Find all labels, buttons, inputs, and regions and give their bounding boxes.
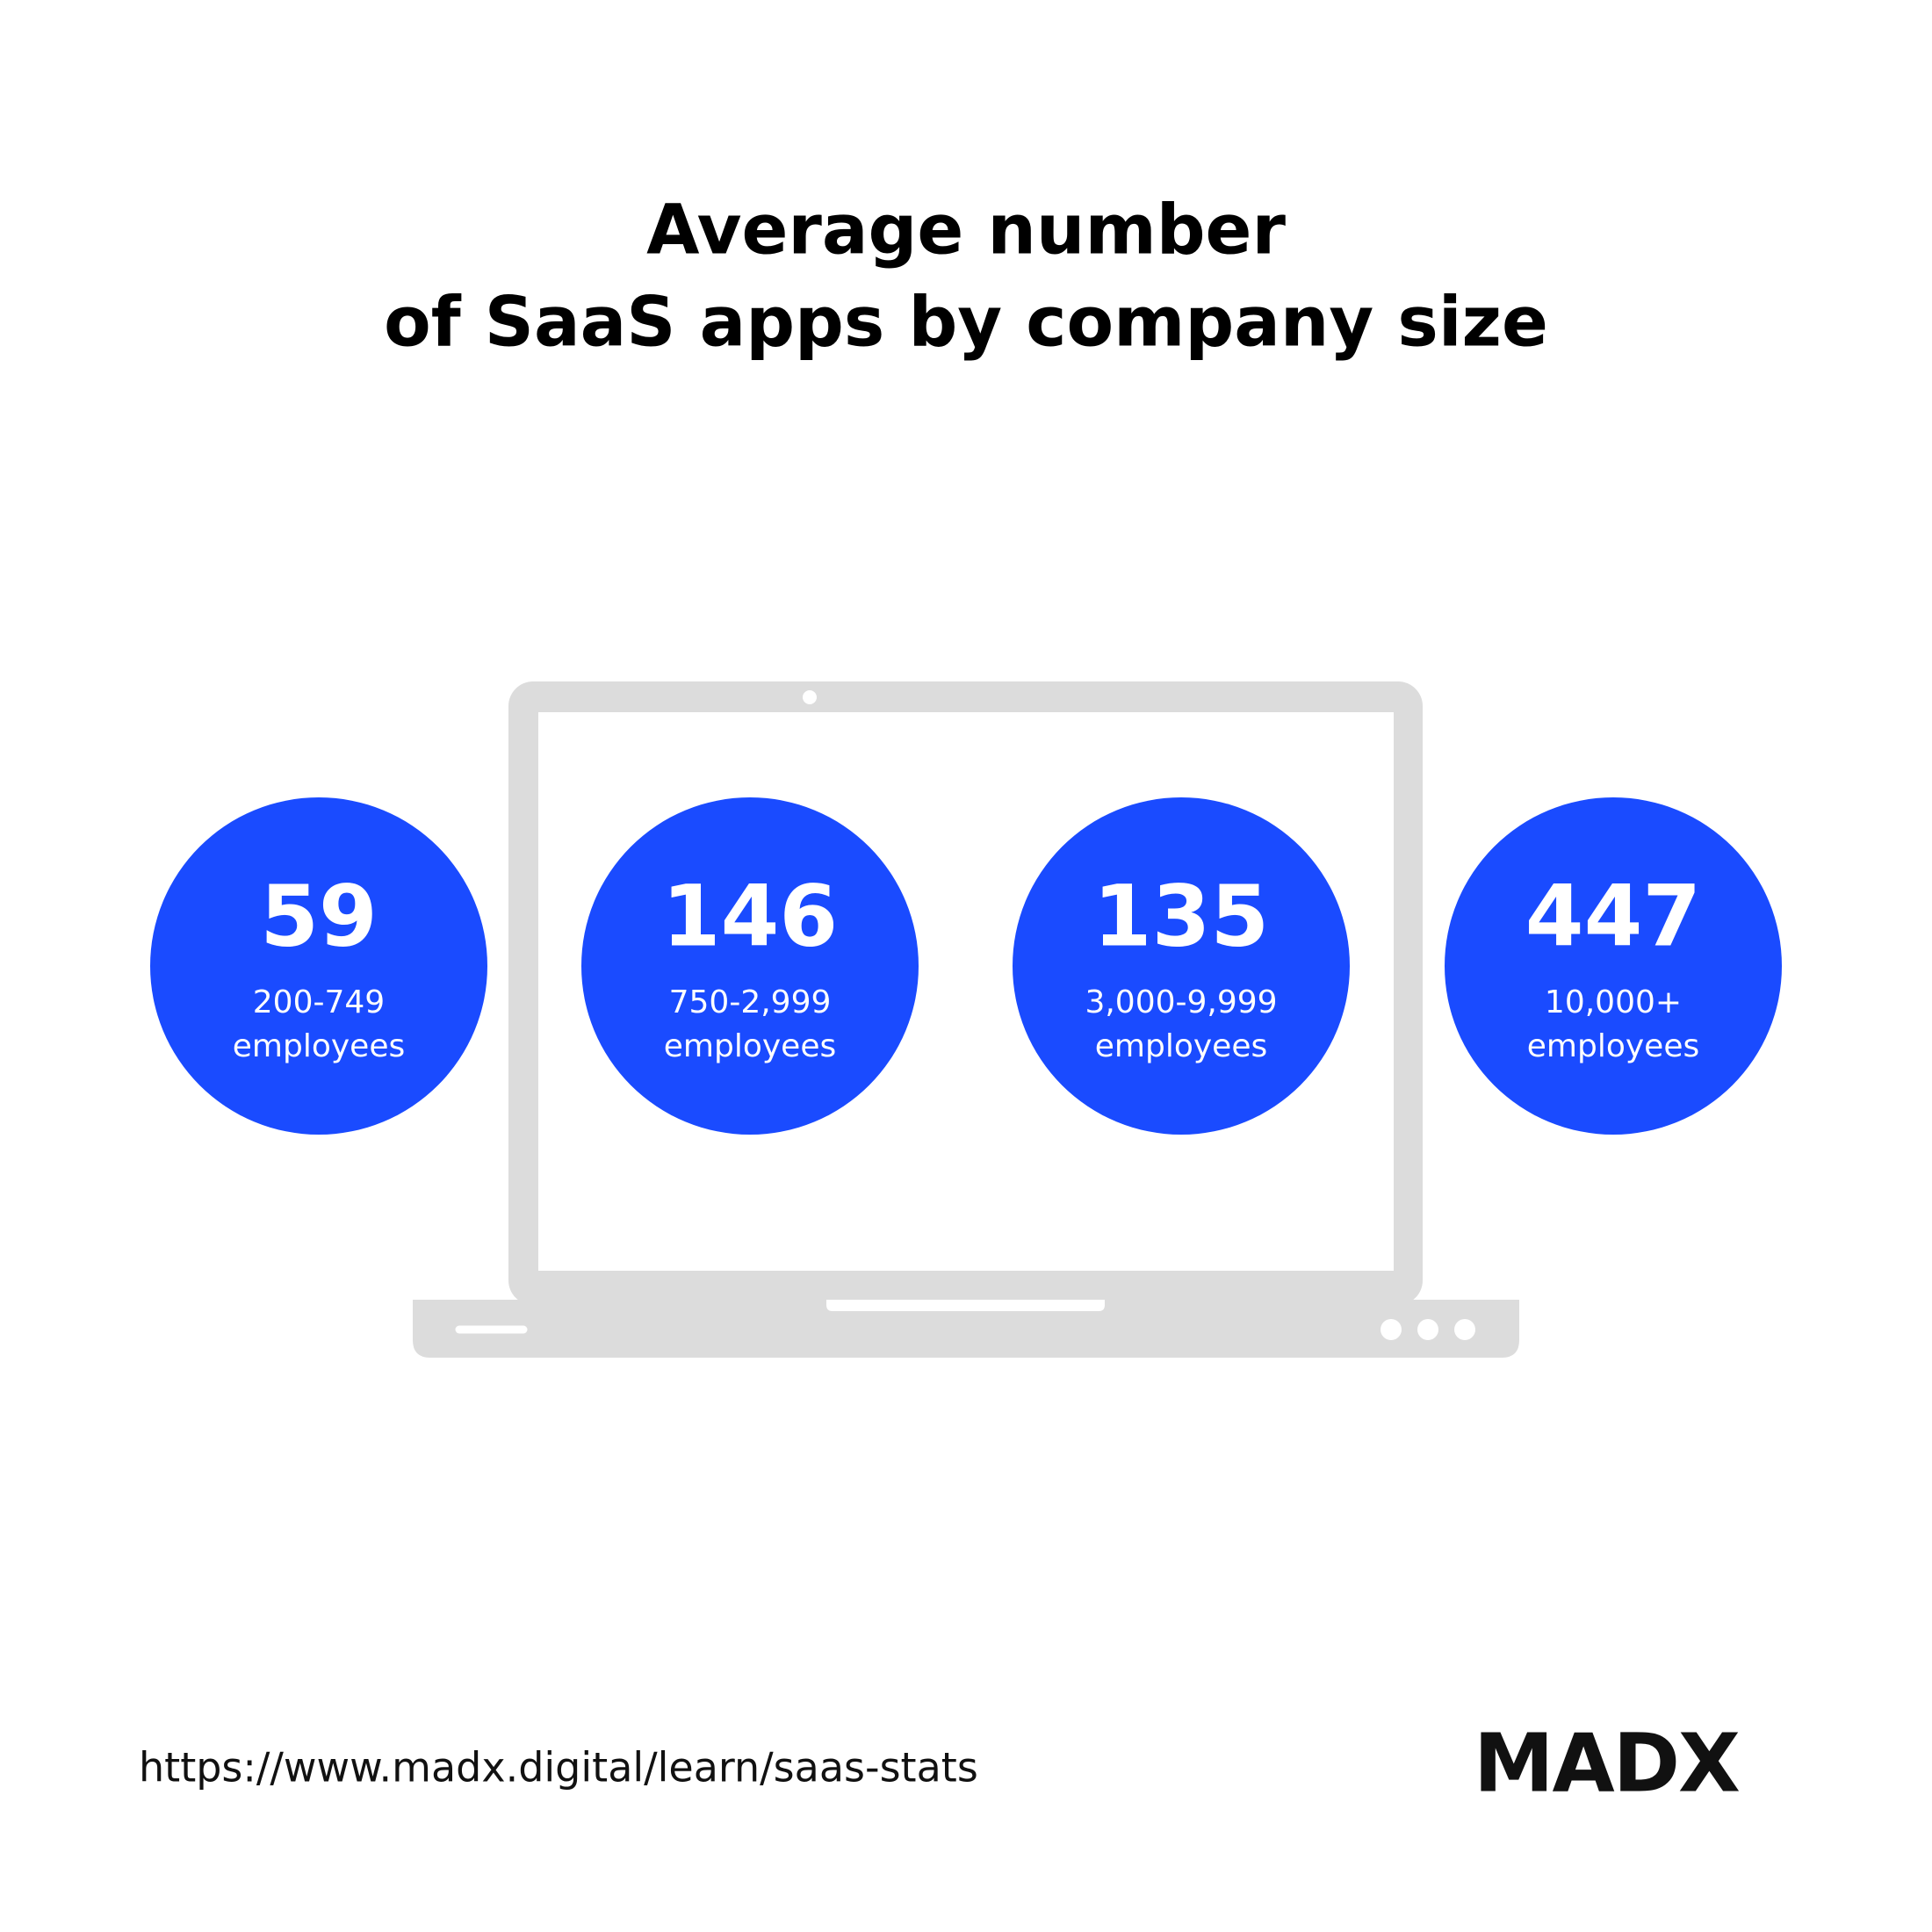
title-line: Average number [646,191,1286,270]
source-url: https://www.madx.digital/learn/saas-stat… [139,1744,978,1791]
stat-label: employees [664,1028,836,1064]
stat-value: 146 [662,867,838,965]
laptop-notch [826,1300,1105,1311]
laptop [413,681,1519,1358]
stats: 59200-749employees146750-2,999employees1… [150,797,1782,1135]
stat-circle [1013,797,1350,1135]
stat-item: 59 200-749 employees [150,797,487,1135]
stat-value: 59 [260,867,378,965]
stat-label: 750-2,999 [669,984,832,1020]
stat-label: 3,000-9,999 [1085,984,1277,1020]
stat-value: 447 [1525,867,1701,965]
stat-item: 135 3,000-9,999 employees [1013,797,1350,1135]
laptop-camera [803,690,817,704]
stat-label: 10,000+ [1545,984,1682,1020]
laptop-light [1417,1319,1438,1340]
stat-label: 200-749 [253,984,385,1020]
stat-circle [1445,797,1782,1135]
stat-value: 135 [1093,867,1269,965]
laptop-light [1381,1319,1402,1340]
laptop-light [1454,1319,1475,1340]
stat-item: 146 750-2,999 employees [581,797,919,1135]
stat-circle [581,797,919,1135]
stat-label: employees [233,1028,405,1064]
stat-label: employees [1527,1028,1699,1064]
laptop-base [413,1300,1519,1358]
logo: MADX [1474,1716,1740,1810]
stat-label: employees [1095,1028,1267,1064]
title-line: of SaaS apps by company size [384,283,1548,362]
stat-circle [150,797,487,1135]
stat-item: 447 10,000+ employees [1445,797,1782,1135]
